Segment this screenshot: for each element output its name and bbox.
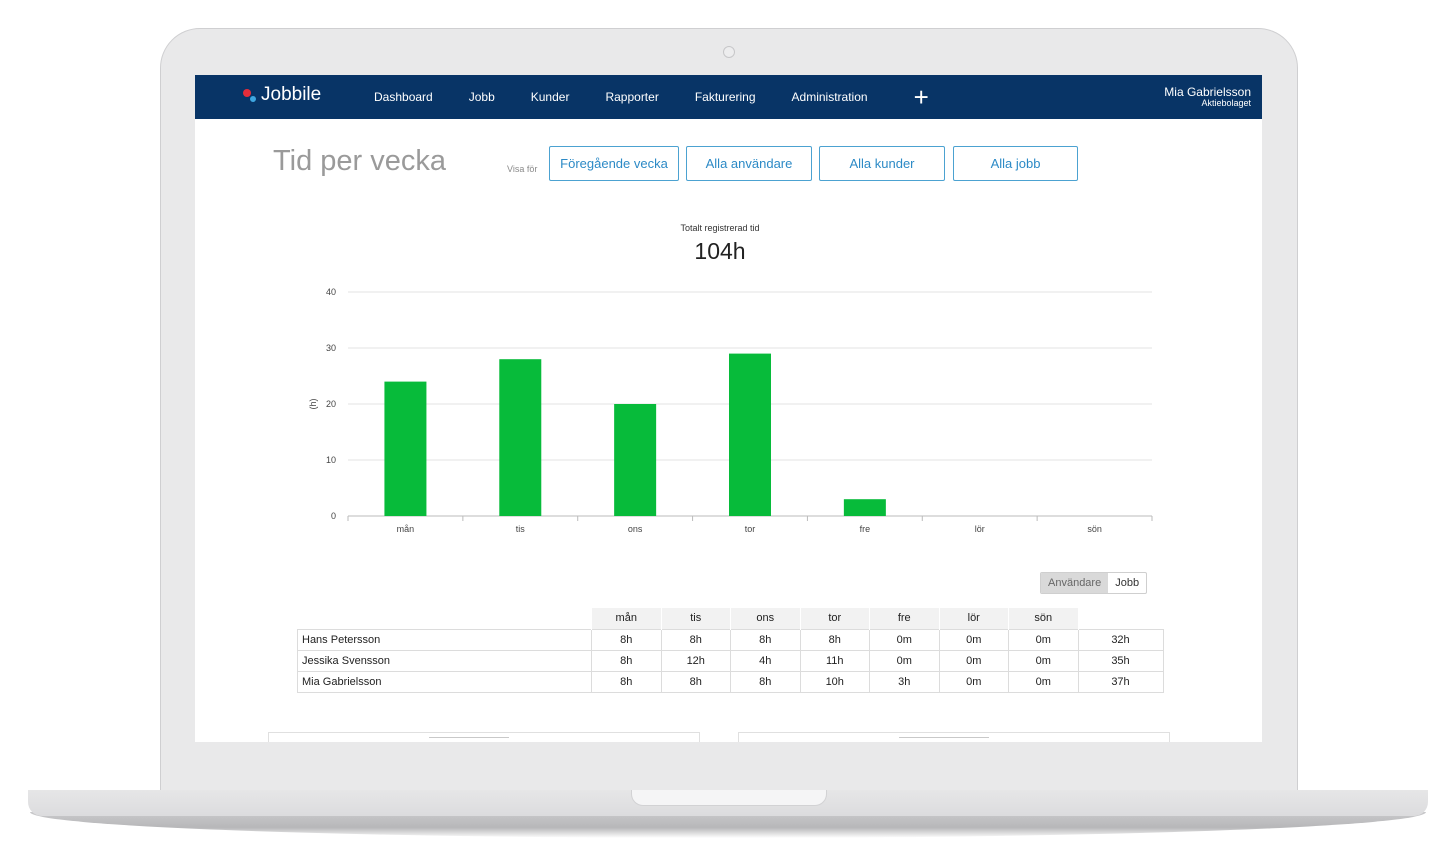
group-toggle: Användare Jobb [1040,572,1148,594]
filter-jobs-button[interactable]: Alla jobb [953,146,1078,181]
nav-item-administration[interactable]: Administration [791,90,868,104]
table-cell: 4h [730,649,801,672]
table-header-blank [1078,608,1163,629]
y-tick-label: 0 [331,511,336,521]
row-total: 37h [1077,670,1164,693]
table-cell: 0m [869,649,940,672]
bar-ons [614,404,657,516]
table-header-day: fre [869,608,940,629]
nav-item-rapporter[interactable]: Rapporter [605,90,659,104]
brand-name: Jobbile [261,84,322,105]
x-tick-label: mån [397,524,415,534]
user-org: Aktiebolaget [1201,98,1251,108]
logo-dots-icon [241,85,257,105]
table-cell: 12h [660,649,731,672]
table-header-day: mån [591,608,662,629]
brand-logo[interactable]: Jobbile [241,84,321,106]
table-row: Mia Gabrielsson 8h 8h 8h 10h 3h 0m 0m 37… [297,670,1164,693]
x-tick-label: ons [628,524,643,534]
nav-item-jobb[interactable]: Jobb [468,90,495,104]
laptop-notch [631,790,827,806]
table-cell: 3h [869,670,940,693]
table-cell: 0m [869,628,940,651]
x-tick-label: sön [1087,524,1102,534]
table-header-day: ons [730,608,801,629]
y-tick-label: 40 [326,287,336,297]
table-header-day: sön [1008,608,1079,629]
table-cell: 0m [1008,628,1079,651]
table-header-day: tor [799,608,870,629]
page-title: Tid per vecka [273,145,446,177]
table-row: Hans Petersson 8h 8h 8h 8h 0m 0m 0m 32h [297,628,1164,651]
table-header-day: lör [938,608,1009,629]
add-plus-icon[interactable]: + [913,82,929,112]
row-user-name: Hans Petersson [297,628,592,651]
table-cell: 0m [1008,649,1079,672]
panel-title-placeholder [429,737,509,738]
nav-item-dashboard[interactable]: Dashboard [374,90,433,104]
user-name: Mia Gabrielsson [1164,85,1251,99]
visa-for-label: Visa för [507,164,538,174]
filter-customers-button[interactable]: Alla kunder [819,146,945,181]
table-row: Jessika Svensson 8h 12h 4h 11h 0m 0m 0m … [297,649,1164,672]
filter-users-button[interactable]: Alla användare [686,146,812,181]
table-header-day: tis [660,608,731,629]
y-tick-label: 20 [326,399,336,409]
table-cell: 8h [591,649,662,672]
total-time-label: Totalt registrerad tid [680,223,760,233]
table-cell: 8h [660,628,731,651]
bottom-panel-left [268,732,700,742]
table-header-blank [298,608,592,629]
row-user-name: Jessika Svensson [297,649,592,672]
time-table: mån tis ons tor fre lör sön Hans Peterss… [297,608,1164,693]
camera-icon [723,46,735,58]
table-cell: 8h [591,628,662,651]
bar-tor [729,353,771,516]
table-cell: 0m [938,649,1009,672]
row-total: 32h [1077,628,1164,651]
table-header-row: mån tis ons tor fre lör sön [298,608,1164,629]
x-tick-label: lör [975,524,985,534]
table-cell: 11h [799,649,870,672]
filter-period-button[interactable]: Föregående vecka [549,146,679,181]
table-cell: 8h [799,628,870,651]
table-cell: 0m [1008,670,1079,693]
row-user-name: Mia Gabrielsson [297,670,592,693]
row-total: 35h [1077,649,1164,672]
top-navbar: Jobbile Dashboard Jobb Kunder Rapporter … [195,75,1262,119]
toggle-jobs-button[interactable]: Jobb [1115,577,1140,589]
y-axis-label: (h) [308,398,318,409]
nav-menu: Dashboard Jobb Kunder Rapporter Fakturer… [374,75,929,119]
user-menu[interactable]: Mia Gabrielsson Aktiebolaget [1164,86,1251,108]
total-time-value: 104h [694,238,746,264]
x-tick-label: tor [745,524,756,534]
y-tick-label: 10 [326,455,336,465]
time-bar-chart: 0 10 20 30 40 (h) mån tis ons tor fre lör sön [308,287,1153,534]
table-cell: 10h [799,670,870,693]
table-cell: 0m [938,670,1009,693]
y-tick-label: 30 [326,343,336,353]
x-tick-label: tis [516,524,526,534]
x-tick-label: fre [860,524,871,534]
bar-fre [843,499,886,516]
table-cell: 8h [730,670,801,693]
table-cell: 8h [591,670,662,693]
app-screen: Jobbile Dashboard Jobb Kunder Rapporter … [195,75,1262,742]
bottom-panel-right [738,732,1170,742]
bar-mån [384,381,427,516]
table-cell: 8h [660,670,731,693]
bar-tis [499,359,542,516]
panel-title-placeholder [899,737,989,738]
table-cell: 0m [938,628,1009,651]
table-cell: 8h [730,628,801,651]
nav-item-kunder[interactable]: Kunder [530,90,570,104]
nav-item-fakturering[interactable]: Fakturering [694,90,756,104]
toggle-users-button[interactable]: Användare [1041,573,1109,593]
